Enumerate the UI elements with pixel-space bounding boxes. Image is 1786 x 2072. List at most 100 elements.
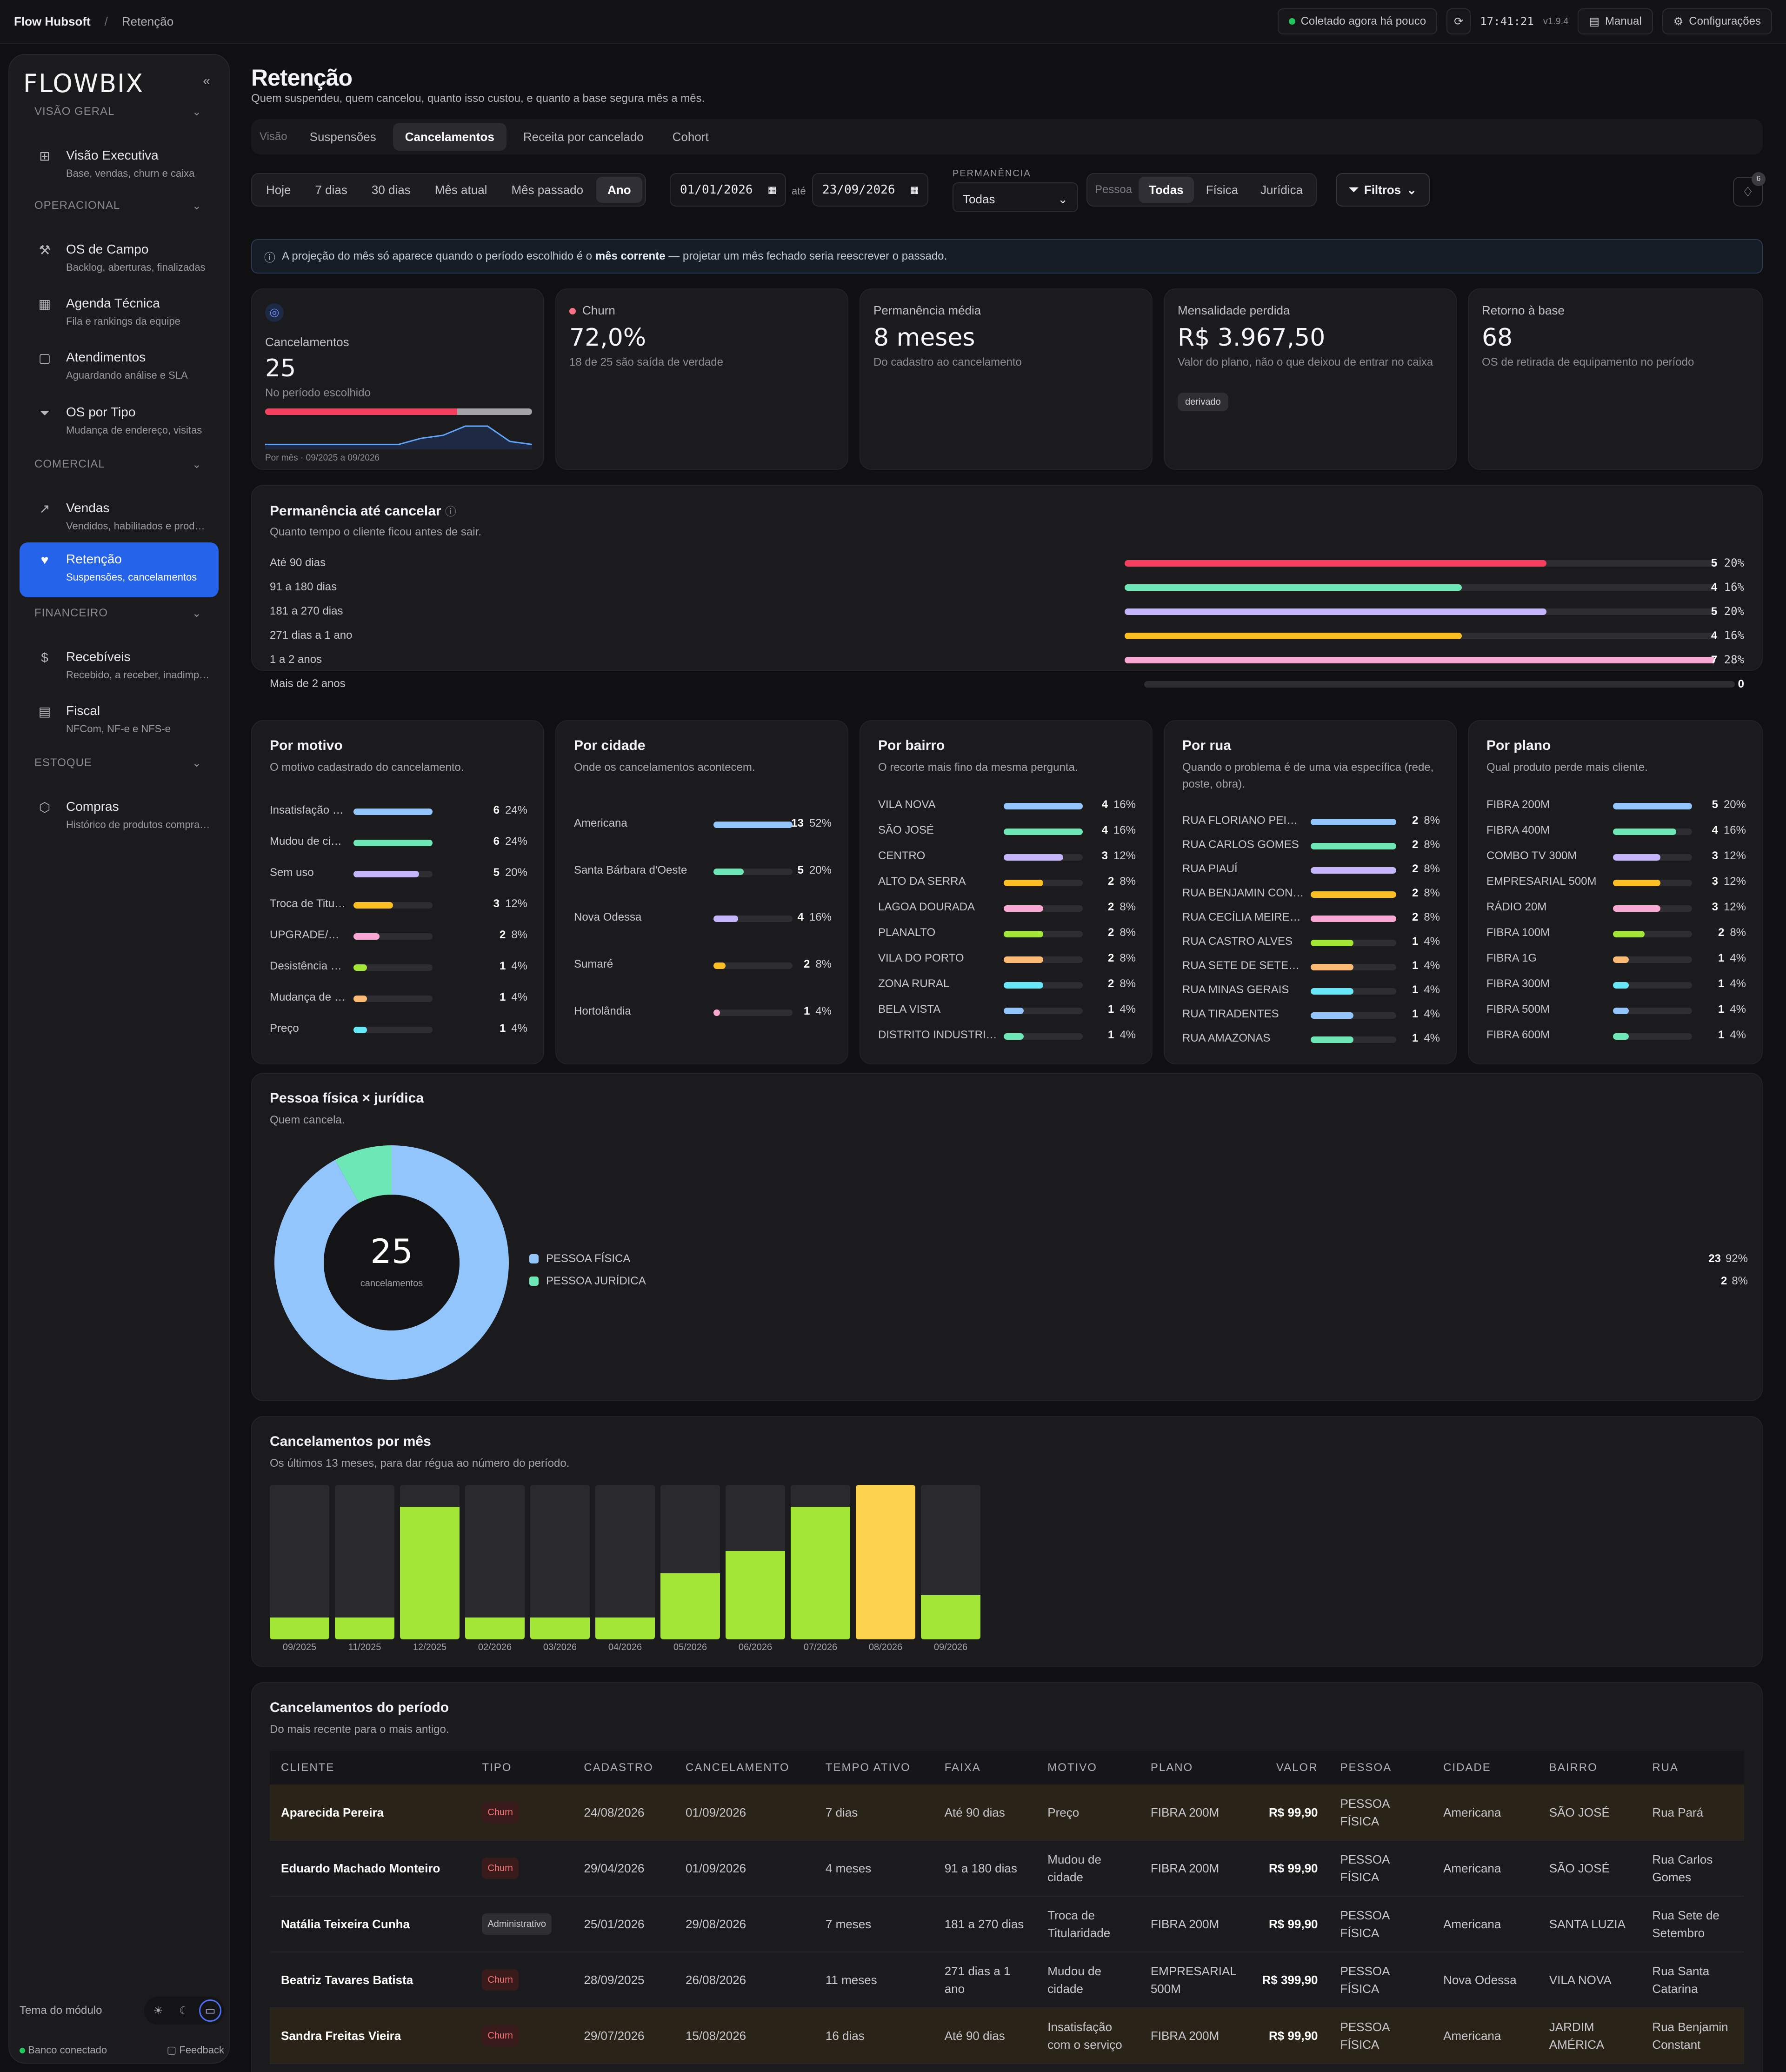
table-header-cell[interactable]: CLIENTE <box>270 1751 471 1785</box>
pessoa-todas[interactable]: Todas <box>1139 177 1194 203</box>
sidebar-section-4[interactable]: ESTOQUE ⌄ <box>34 756 202 770</box>
month-bar[interactable] <box>335 1485 394 1639</box>
table-row[interactable]: Natália Teixeira Cunha Administrativo 25/0… <box>270 1896 1744 1952</box>
breakdown-bar <box>353 933 380 940</box>
sidebar-item-1-3[interactable]: ⏷ OS por Tipo Mudança de endereço, visitas <box>20 395 219 450</box>
month-bar[interactable] <box>465 1485 525 1639</box>
month-bar[interactable] <box>595 1485 655 1639</box>
tab-cancelamentos[interactable]: Cancelamentos <box>393 123 506 151</box>
card-title: Por cidade <box>574 738 646 753</box>
table-header-cell[interactable]: CIDADE <box>1432 1751 1538 1785</box>
table-header-cell[interactable]: CANCELAMENTO <box>674 1751 814 1785</box>
donut-slice[interactable] <box>335 1145 392 1203</box>
period-30-dias[interactable]: 30 dias <box>371 182 411 197</box>
pessoa-fisica[interactable]: Física <box>1206 182 1239 197</box>
tab-receita[interactable]: Receita por cancelado <box>523 129 644 144</box>
month-bar[interactable] <box>856 1485 915 1639</box>
table-header-cell[interactable]: PESSOA <box>1329 1751 1433 1785</box>
month-bar[interactable] <box>270 1485 329 1639</box>
info-icon[interactable]: ⓘ <box>445 506 456 518</box>
table-header-cell[interactable]: MOTIVO <box>1036 1751 1140 1785</box>
permanencia-select[interactable]: Todas ⌄ <box>953 182 1078 212</box>
table-body: Aparecida Pereira Churn 24/08/2026 01/09/20… <box>270 1785 1744 2064</box>
breakdown-pct: 24% <box>505 804 527 816</box>
tips-button[interactable]: ♢ 6 <box>1733 172 1766 207</box>
pessoa-legend-row: PESSOA FÍSICA 23 92% <box>529 1250 1748 1268</box>
donut-slice[interactable] <box>274 1145 509 1380</box>
month-bar[interactable] <box>791 1485 850 1639</box>
period-mes-passado[interactable]: Mês passado <box>511 182 584 197</box>
refresh-button[interactable]: ⟳ <box>1446 8 1471 34</box>
period-hoje[interactable]: Hoje <box>266 182 291 197</box>
breakdown-track <box>1311 843 1396 849</box>
month-bar[interactable] <box>530 1485 590 1639</box>
sidebar-item-label: OS de Campo <box>66 242 149 256</box>
sidebar-item-3-1[interactable]: ▤ Fiscal NFCom, NF-e e NFS-e <box>20 694 219 749</box>
moon-icon[interactable]: ☾ <box>179 2004 189 2017</box>
permanencia-label: 181 a 270 dias <box>270 605 343 617</box>
breakdown-label: RUA CARLOS GOMES <box>1182 838 1299 851</box>
month-bar[interactable] <box>660 1485 720 1639</box>
sidebar-section-2[interactable]: COMERCIAL ⌄ <box>34 458 202 471</box>
sync-status-text: Coletado agora há pouco <box>1300 15 1426 27</box>
table-header-cell[interactable]: TEMPO ATIVO <box>814 1751 933 1785</box>
settings-button[interactable]: ⚙ Configurações <box>1662 8 1772 34</box>
breakdown-label: FIBRA 600M <box>1486 1029 1550 1041</box>
sidebar-item-1-0[interactable]: ⚒ OS de Campo Backlog, aberturas, finaliza… <box>20 233 219 287</box>
month-bar[interactable] <box>400 1485 460 1639</box>
table-cell: Rua Pará <box>1641 1785 1744 1841</box>
period-ano[interactable]: Ano <box>596 177 642 203</box>
sun-icon[interactable]: ☀ <box>153 2004 163 2017</box>
table-row[interactable]: Sandra Freitas Vieira Churn 29/07/2026 15/0… <box>270 2008 1744 2064</box>
permanencia-bar <box>1125 633 1462 639</box>
pessoa-juridica[interactable]: Jurídica <box>1260 182 1303 197</box>
period-mes-atual[interactable]: Mês atual <box>434 182 487 197</box>
month-bar[interactable] <box>921 1485 980 1639</box>
collapse-sidebar-icon[interactable]: « <box>203 74 210 88</box>
table-row[interactable]: Beatriz Tavares Batista Churn 28/09/2025 26… <box>270 1952 1744 2008</box>
table-header-cell[interactable]: FAIXA <box>933 1751 1037 1785</box>
app-name[interactable]: Flow Hubsoft <box>14 14 91 28</box>
permanencia-value: 4 16% <box>1711 581 1744 594</box>
table-header-cell[interactable]: CADASTRO <box>573 1751 674 1785</box>
date-from-input[interactable]: 01/01/2026 ▦ <box>670 173 786 207</box>
sparkline <box>265 425 532 449</box>
kpi-mensalidade: Mensalidade perdida R$ 3.967,50 Valor do… <box>1164 288 1457 470</box>
sidebar-item-1-1[interactable]: ▦ Agenda Técnica Fila e rankings da equipe <box>20 287 219 341</box>
breakdown-label: Preço <box>270 1022 299 1035</box>
sidebar-item-2-1[interactable]: ♥ Retenção Suspensões, cancelamentos <box>20 542 219 597</box>
tab-suspensoes[interactable]: Suspensões <box>309 129 376 144</box>
filters-button[interactable]: ⏷ Filtros ⌄ <box>1336 173 1430 207</box>
month-bar[interactable] <box>726 1485 785 1639</box>
date-to-input[interactable]: 23/09/2026 ▦ <box>812 173 928 207</box>
permanencia-row: Até 90 dias 5 20% <box>270 554 1744 572</box>
kpi-hint: Do cadastro ao cancelamento <box>873 356 1022 368</box>
sidebar-item-2-0[interactable]: ↗ Vendas Vendidos, habilitados e produtos <box>20 491 219 546</box>
table-header-cell[interactable]: PLANO <box>1139 1751 1243 1785</box>
sidebar-item-1-2[interactable]: ▢ Atendimentos Aguardando análise e SLA <box>20 341 219 395</box>
permanencia-value: 5 20% <box>1711 556 1744 570</box>
table-header-cell[interactable]: RUA <box>1641 1751 1744 1785</box>
table-cell: Até 90 dias <box>933 1785 1037 1841</box>
period-7-dias[interactable]: 7 dias <box>315 182 347 197</box>
table-header-cell[interactable]: VALOR <box>1242 1751 1329 1785</box>
tab-visao[interactable]: Visão <box>260 130 287 143</box>
sidebar-section-1[interactable]: OPERACIONAL ⌄ <box>34 199 202 213</box>
table-header-cell[interactable]: BAIRRO <box>1538 1751 1641 1785</box>
table-row[interactable]: Eduardo Machado Monteiro Churn 29/04/2026 0… <box>270 1840 1744 1897</box>
tab-cohort[interactable]: Cohort <box>672 129 709 144</box>
card-title: Por motivo <box>270 738 343 753</box>
table-row[interactable]: Aparecida Pereira Churn 24/08/2026 01/09/20… <box>270 1785 1744 1841</box>
sidebar-item-3-0[interactable]: $ Recebíveis Recebido, a receber, inadimpl… <box>20 640 219 695</box>
sidebar-section-0[interactable]: VISÃO GERAL ⌄ <box>34 105 202 119</box>
sidebar-item-4-0[interactable]: ⬡ Compras Histórico de produtos comprados <box>20 790 219 845</box>
sidebar-section-3[interactable]: FINANCEIRO ⌄ <box>34 607 202 620</box>
breakdown-track <box>1311 819 1396 825</box>
chevron-down-icon: ⌄ <box>1058 192 1068 206</box>
feedback-link[interactable]: ▢ Feedback <box>167 2044 224 2056</box>
manual-button[interactable]: ▤ Manual <box>1578 8 1653 34</box>
sidebar-item-0-0[interactable]: ⊞ Visão Executiva Base, vendas, churn e ca… <box>20 139 219 194</box>
breakdown-value: 1 4% <box>1412 935 1440 948</box>
monitor-icon[interactable]: ▭ <box>199 1999 221 2022</box>
table-header-cell[interactable]: TIPO <box>471 1751 573 1785</box>
